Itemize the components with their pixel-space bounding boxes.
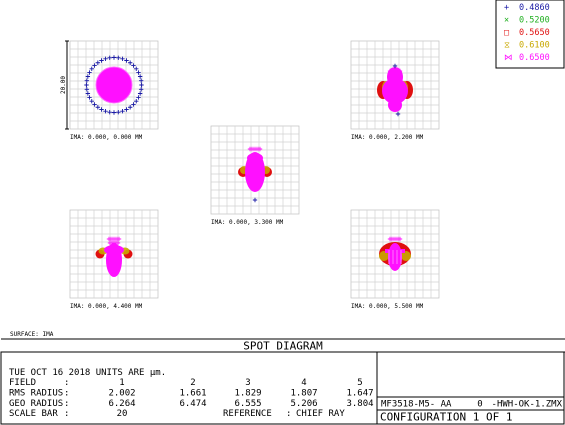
chart-title: SPOT DIAGRAM <box>243 340 323 353</box>
legend-marker: ⋈ <box>504 53 513 63</box>
scale-bar-size-label: 20.00 <box>60 76 67 94</box>
spot-panels: IMA: 0.000, 0.000 MM IMA: 0.000, 2.200 MM… <box>60 40 440 310</box>
spot-pattern <box>238 146 272 203</box>
spot-pattern <box>377 63 413 117</box>
surface-label: SURFACE: IMA <box>10 331 54 338</box>
field-label: IMA: 0.000, 3.300 MM <box>211 219 284 226</box>
config-number: 0 <box>477 400 482 410</box>
scale-bar-sep: : <box>64 409 69 419</box>
reference-label: REFERENCE <box>223 409 272 419</box>
spot-panel-field-1: IMA: 0.000, 0.000 MM <box>69 40 159 141</box>
legend-wavelength: 0.5650 <box>519 28 550 38</box>
spot-panel-field-5: IMA: 0.000, 5.500 MM <box>350 209 440 310</box>
legend-marker: □ <box>504 28 509 38</box>
field-label: IMA: 0.000, 2.200 MM <box>351 134 424 141</box>
date-units-line: TUE OCT 16 2018 UNITS ARE µm. <box>9 368 166 378</box>
info-row-label: FIELD <box>9 378 36 388</box>
info-row-value: 6.555 <box>234 399 261 409</box>
info-row-value: 1.661 <box>179 389 206 399</box>
legend-wavelength: 0.4860 <box>519 3 550 13</box>
scale-bar-label: SCALE BAR <box>9 409 58 419</box>
legend-wavelength: 0.5200 <box>519 16 550 26</box>
legend-wavelength: 0.6500 <box>519 53 550 63</box>
reference-value: CHIEF RAY <box>296 409 345 419</box>
spot-pattern <box>95 236 133 277</box>
info-row-value: 6.264 <box>108 399 135 409</box>
info-row-label: RMS RADIUS <box>9 389 63 399</box>
info-row-sep: : <box>64 389 69 399</box>
legend: +0.4860 × 0.5200 □ 0.5650 ⧖ 0.6100 ⋈ 0.6500 <box>495 0 565 69</box>
field-label: IMA: 0.000, 4.400 MM <box>70 303 143 310</box>
file-name: MF3518-M5- AA <box>381 400 452 410</box>
info-row-value: 3 <box>245 378 250 388</box>
info-row-value: 2.002 <box>108 389 135 399</box>
info-row-value: 5.206 <box>290 399 317 409</box>
spot-panel-field-2: IMA: 0.000, 2.200 MM <box>350 40 440 141</box>
info-row-value: 3.804 <box>346 399 373 409</box>
spot-panel-field-3: IMA: 0.000, 3.300 MM <box>210 125 300 226</box>
info-row-value: 1.829 <box>234 389 261 399</box>
scale-bar: 20.00 <box>60 40 69 130</box>
legend-marker: × <box>504 16 509 26</box>
spot-pattern <box>84 55 144 115</box>
info-row-label: GEO RADIUS <box>9 399 63 409</box>
legend-marker: ⧖ <box>504 41 510 51</box>
info-row-sep: : <box>64 378 69 388</box>
configuration-text: CONFIGURATION 1 OF 1 <box>380 411 512 424</box>
field-label: IMA: 0.000, 5.500 MM <box>351 303 424 310</box>
info-panel: TUE OCT 16 2018 UNITS ARE µm. FIELD: 1 2 3 4… <box>0 351 565 425</box>
info-row-value: 1.807 <box>290 389 317 399</box>
info-row-value: 1.647 <box>346 389 373 399</box>
scale-bar-value: 20 <box>117 409 128 419</box>
file-reference: -HWH-OK-1.ZMX <box>492 400 563 410</box>
spot-pattern <box>379 236 411 271</box>
info-row-value: 2 <box>190 378 195 388</box>
title-band: SPOT DIAGRAM <box>1 338 565 353</box>
info-row-value: 1 <box>119 378 124 388</box>
legend-marker: + <box>504 3 509 13</box>
info-row-sep: : <box>64 399 69 409</box>
spot-panel-field-4: IMA: 0.000, 4.400 MM <box>69 209 159 310</box>
field-label: IMA: 0.000, 0.000 MM <box>70 134 143 141</box>
legend-wavelength: 0.6100 <box>519 41 550 51</box>
info-row-value: 4 <box>301 378 306 388</box>
info-row-value: 5 <box>357 378 362 388</box>
reference-sep: : <box>286 409 291 419</box>
info-row-value: 6.474 <box>179 399 206 409</box>
